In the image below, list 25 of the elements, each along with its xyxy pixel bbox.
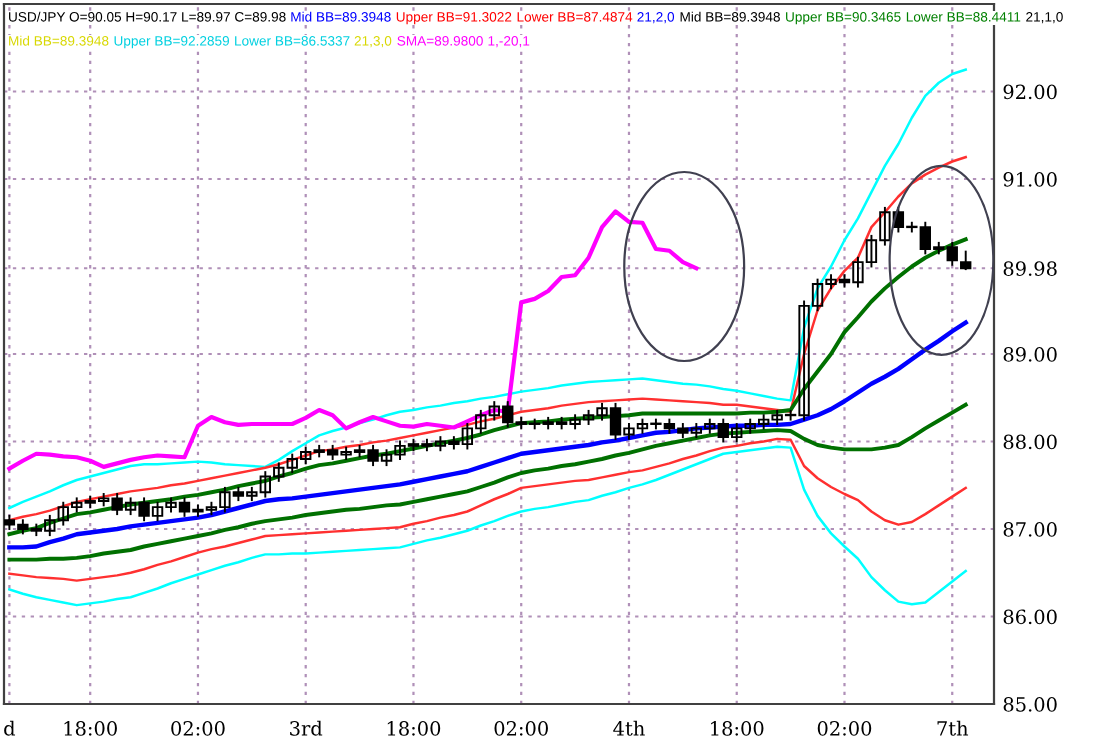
y-tick-label: 88.00 [1003, 434, 1057, 450]
line-series [8, 68, 967, 510]
y-tick-label: 89.00 [1003, 346, 1057, 362]
y-tick-label: 89.98 [1003, 261, 1057, 276]
y-tick-label: 92.00 [1003, 84, 1057, 100]
y-tick-label: 85.00 [1003, 696, 1057, 712]
x-tick-label: 3rd [290, 720, 323, 736]
line-series [7, 237, 968, 537]
line-series [7, 209, 699, 471]
x-tick-label: 18:00 [64, 721, 117, 736]
y-tick-label: 91.00 [1003, 171, 1057, 187]
line-series [8, 437, 967, 582]
line-series [8, 445, 967, 607]
line-series [7, 402, 968, 562]
x-tick-label: 18:00 [387, 721, 441, 736]
line-series [7, 320, 968, 550]
x-tick-label: 4th [613, 720, 645, 736]
x-tick-label: 02:00 [817, 721, 872, 736]
x-tick-label: 02:00 [494, 721, 548, 736]
x-tick-label: 02:00 [171, 721, 225, 736]
y-tick-label: 86.00 [1003, 609, 1057, 625]
y-tick-label: 87.00 [1003, 521, 1057, 537]
x-tick-label: 18:00 [711, 721, 764, 736]
x-tick-label: d [4, 720, 16, 736]
x-tick-label: 7th [937, 720, 969, 736]
